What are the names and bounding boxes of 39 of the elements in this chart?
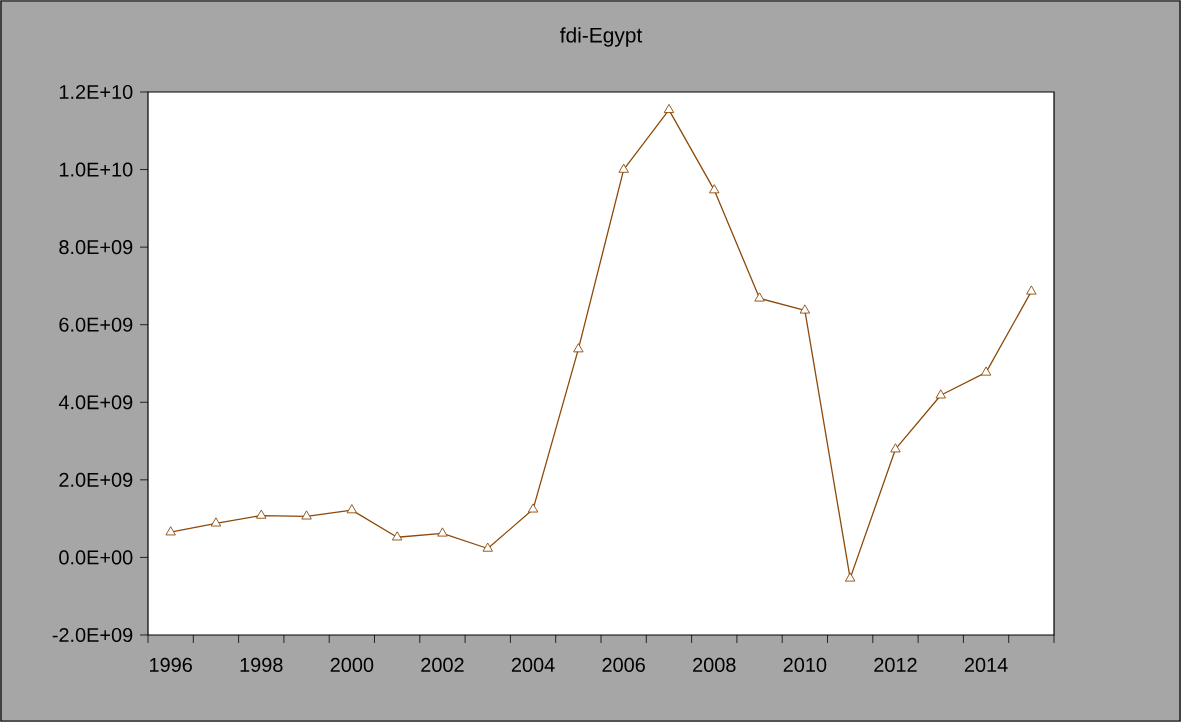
chart-title: fdi-Egypt <box>560 27 643 47</box>
point <box>482 542 493 552</box>
point <box>256 509 267 519</box>
x-tick-label: 2008 <box>693 657 736 672</box>
point <box>890 443 901 453</box>
point <box>573 343 584 353</box>
point <box>844 572 856 582</box>
y-tick-label: 4.0E+09 <box>58 395 133 410</box>
point <box>980 366 992 376</box>
y-tick-label: 1.2E+10 <box>59 84 133 100</box>
y-tick-label: 6.0E+09 <box>59 317 133 332</box>
x-tick-label: 2002 <box>421 657 464 672</box>
y-tick-label: -2.0E+09 <box>52 627 133 643</box>
x-tick-label: 2010 <box>783 657 827 672</box>
point <box>663 103 675 114</box>
x-tick-label: 2014 <box>964 657 1008 672</box>
x-tick-label: 2006 <box>602 657 645 672</box>
x-tick-label: 1996 <box>150 657 192 672</box>
y-tick-label: 2.0E+09 <box>59 472 133 487</box>
point <box>1026 285 1037 295</box>
point <box>210 517 222 527</box>
point <box>754 292 765 302</box>
x-tick-label: 2012 <box>874 657 917 672</box>
x-tick-label: 2000 <box>330 657 374 672</box>
point <box>527 503 539 513</box>
point <box>391 531 403 541</box>
y-tick-label: 0.0E+00 <box>59 550 133 565</box>
point <box>709 184 720 194</box>
point <box>799 304 811 314</box>
point <box>346 504 358 514</box>
point <box>437 527 448 537</box>
y-tick-label: 1.0E+10 <box>59 162 133 177</box>
point <box>618 163 629 173</box>
point <box>301 510 312 520</box>
point <box>165 526 176 536</box>
point <box>935 389 946 399</box>
x-tick-label: 1998 <box>240 657 283 672</box>
x-tick-label: 2004 <box>511 657 555 672</box>
y-tick-label: 8.0E+09 <box>59 240 133 255</box>
